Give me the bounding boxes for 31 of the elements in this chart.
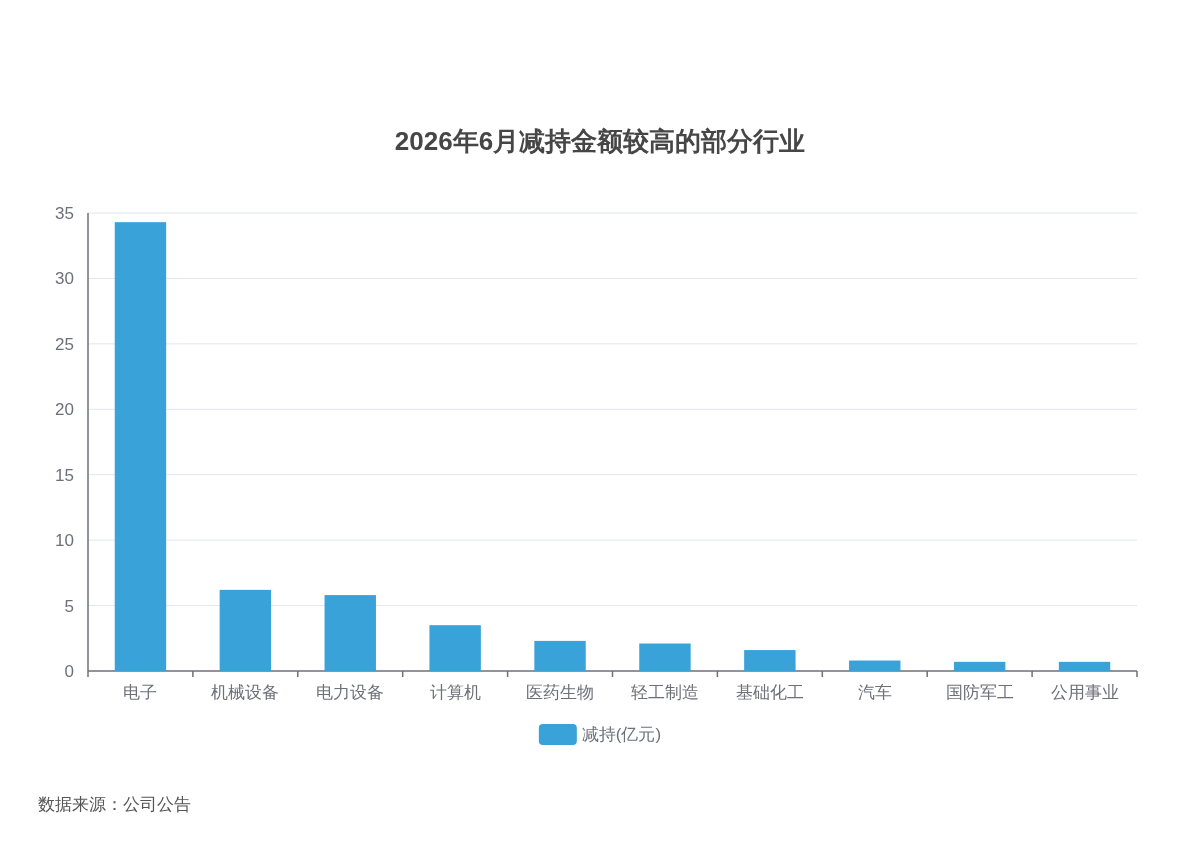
bar <box>639 643 691 671</box>
bar <box>744 650 796 671</box>
y-tick-label: 25 <box>55 334 74 354</box>
x-tick-label: 基础化工 <box>735 683 804 702</box>
bar <box>849 660 901 671</box>
x-tick-label: 轻工制造 <box>630 683 699 702</box>
x-tick-label: 机械设备 <box>211 683 280 702</box>
x-tick-label: 公用事业 <box>1050 683 1119 702</box>
y-tick-label: 10 <box>55 531 74 551</box>
y-tick-label: 30 <box>55 269 74 289</box>
x-tick-label: 医药生物 <box>526 683 595 702</box>
x-tick-label: 国防军工 <box>945 683 1014 702</box>
x-tick-label: 计算机 <box>429 683 481 702</box>
legend-label: 减持(亿元) <box>581 725 662 744</box>
bar <box>429 625 481 671</box>
bar <box>114 222 167 671</box>
source-note: 数据来源：公司公告 <box>38 795 191 814</box>
x-tick-label: 汽车 <box>857 683 892 702</box>
y-tick-label: 5 <box>64 596 74 616</box>
bar <box>1058 661 1111 671</box>
y-tick-label: 35 <box>55 204 74 223</box>
bar <box>534 640 586 671</box>
x-tick-label: 电力设备 <box>316 683 385 702</box>
y-tick-label: 15 <box>55 465 74 485</box>
bar <box>953 661 1006 671</box>
x-tick-label: 电子 <box>123 683 158 702</box>
y-tick-label: 0 <box>64 662 74 681</box>
bar <box>324 595 376 671</box>
bar <box>219 589 272 671</box>
chart-title: 2026年6月减持金额较高的部分行业 <box>394 126 806 156</box>
y-tick-label: 20 <box>55 400 74 420</box>
